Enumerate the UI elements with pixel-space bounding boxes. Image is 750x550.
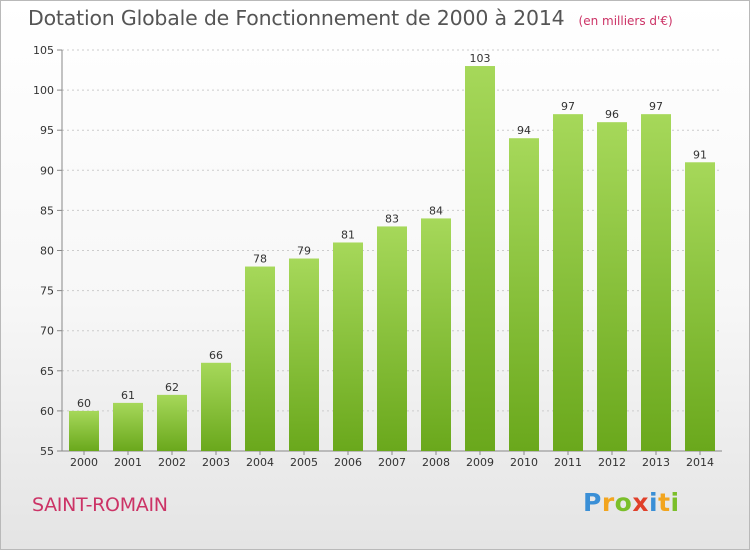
bars bbox=[69, 66, 715, 452]
bar bbox=[685, 162, 715, 451]
proxiti-logo[interactable]: Proxiti bbox=[583, 488, 680, 517]
x-tick-label: 2008 bbox=[422, 456, 450, 469]
bar-value-label: 84 bbox=[429, 204, 443, 217]
commune-name: SAINT-ROMAIN bbox=[32, 494, 168, 516]
x-tick-label: 2002 bbox=[158, 456, 186, 469]
chart-title: Dotation Globale de Fonctionnement de 20… bbox=[28, 6, 673, 30]
bar bbox=[553, 114, 583, 451]
x-tick-label: 2001 bbox=[114, 456, 142, 469]
bar bbox=[289, 258, 319, 451]
labels: 2000 60 2001 61 2002 62 2003 66 2004 78 2005 79 2006… bbox=[70, 52, 714, 469]
bar-value-label: 83 bbox=[385, 212, 399, 225]
bar bbox=[509, 138, 539, 451]
bar-value-label: 94 bbox=[517, 124, 531, 137]
x-tick-label: 2006 bbox=[334, 456, 362, 469]
bar-value-label: 79 bbox=[297, 245, 311, 258]
bar bbox=[597, 122, 627, 452]
logo-letter: i bbox=[649, 488, 659, 517]
bar bbox=[377, 226, 407, 451]
bar-value-label: 62 bbox=[165, 381, 179, 394]
y-tick-label: 70 bbox=[40, 325, 54, 338]
logo-letter: o bbox=[614, 488, 633, 517]
bar-value-label: 78 bbox=[253, 253, 267, 266]
x-tick-label: 2014 bbox=[686, 456, 714, 469]
x-tick-label: 2000 bbox=[70, 456, 98, 469]
y-tick-label: 90 bbox=[40, 164, 54, 177]
bar bbox=[421, 218, 451, 451]
bar bbox=[157, 394, 187, 451]
logo-letter: P bbox=[583, 488, 602, 517]
bar-value-label: 103 bbox=[470, 52, 491, 65]
x-tick-label: 2010 bbox=[510, 456, 538, 469]
y-tick-label: 95 bbox=[40, 124, 54, 137]
x-tick-label: 2012 bbox=[598, 456, 626, 469]
x-tick-label: 2007 bbox=[378, 456, 406, 469]
bar bbox=[641, 114, 671, 451]
bar bbox=[333, 242, 363, 451]
logo-letter: r bbox=[601, 488, 615, 517]
bar-value-label: 66 bbox=[209, 349, 223, 362]
bar-value-label: 60 bbox=[77, 397, 91, 410]
bar bbox=[465, 66, 495, 451]
y-tick-label: 60 bbox=[40, 405, 54, 418]
y-tick-label: 85 bbox=[40, 204, 54, 217]
bar bbox=[201, 362, 231, 451]
bar bbox=[113, 402, 143, 451]
chart-title-text: Dotation Globale de Fonctionnement de 20… bbox=[28, 6, 565, 30]
y-tick-label: 75 bbox=[40, 285, 54, 298]
bar-value-label: 91 bbox=[693, 148, 707, 161]
x-tick-label: 2005 bbox=[290, 456, 318, 469]
bar-value-label: 61 bbox=[121, 389, 135, 402]
logo-letter: x bbox=[632, 488, 649, 517]
bar-value-label: 81 bbox=[341, 228, 355, 241]
bar bbox=[69, 410, 99, 451]
y-tick-label: 80 bbox=[40, 245, 54, 258]
logo-letter: t bbox=[658, 488, 671, 517]
bar bbox=[245, 266, 275, 451]
x-tick-label: 2011 bbox=[554, 456, 582, 469]
y-tick-label: 55 bbox=[40, 445, 54, 458]
x-tick-label: 2003 bbox=[202, 456, 230, 469]
y-tick-label: 65 bbox=[40, 365, 54, 378]
logo-letter: i bbox=[670, 488, 680, 517]
bar-value-label: 96 bbox=[605, 108, 619, 121]
x-tick-label: 2013 bbox=[642, 456, 670, 469]
y-tick-label: 100 bbox=[33, 84, 54, 97]
bar-value-label: 97 bbox=[561, 100, 575, 113]
x-tick-label: 2009 bbox=[466, 456, 494, 469]
bar-value-label: 97 bbox=[649, 100, 663, 113]
x-tick-label: 2004 bbox=[246, 456, 274, 469]
y-tick-label: 105 bbox=[33, 44, 54, 57]
chart-unit: (en milliers d'€) bbox=[578, 14, 673, 28]
